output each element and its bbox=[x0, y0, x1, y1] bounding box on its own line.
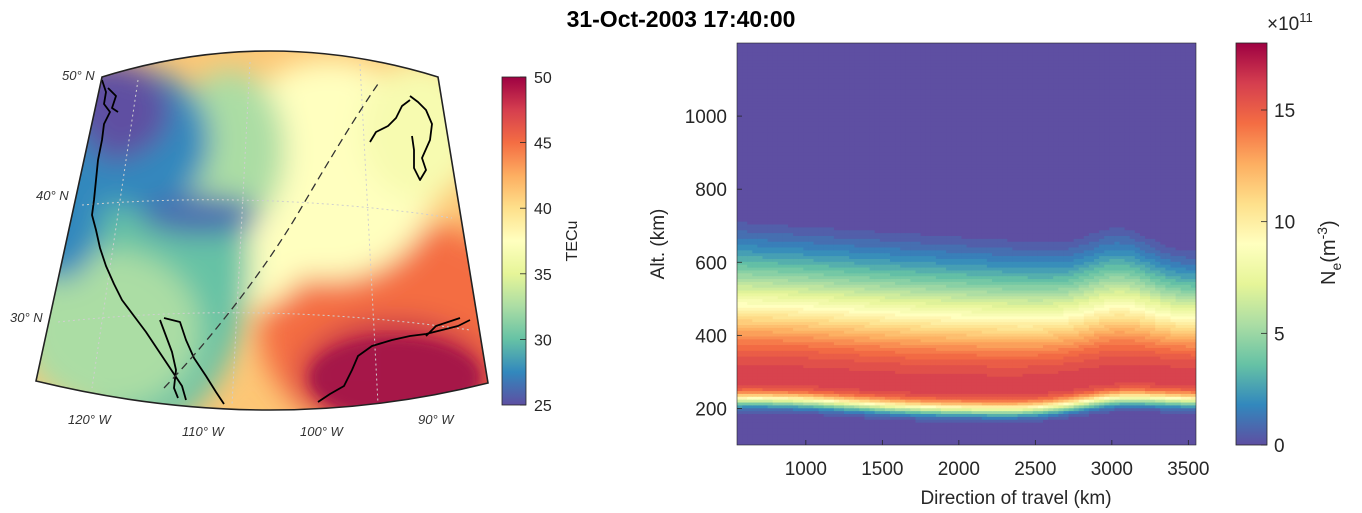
tec-colorbar-tick-label: 40 bbox=[534, 201, 552, 218]
ne-profile-plot bbox=[737, 43, 1196, 445]
x-tick-label: 2000 bbox=[938, 459, 980, 480]
tec-colorbar-tick-label: 35 bbox=[534, 267, 552, 284]
x-tick-label: 3000 bbox=[1091, 459, 1133, 480]
lon-label-90: 90° W bbox=[418, 412, 455, 427]
y-axis-title: Alt. (km) bbox=[648, 209, 669, 280]
tec-colorbar-tick-label: 45 bbox=[534, 136, 552, 153]
map-frame bbox=[35, 50, 489, 411]
x-tick-label: 3500 bbox=[1167, 459, 1209, 480]
ne-colorbar-tick-label: 10 bbox=[1274, 213, 1295, 234]
ne-profile: 1000 1500 2000 2500 3000 35002004006008001000… bbox=[648, 10, 1344, 509]
map-coastlines bbox=[91, 79, 471, 405]
tec-colorbar-gradient bbox=[501, 76, 527, 406]
lat-label-50: 50° N bbox=[62, 68, 95, 83]
tec-colorbar-label: TECu bbox=[564, 221, 581, 262]
tec-colorbar-tick-label: 25 bbox=[534, 398, 552, 415]
ne-colorbar-tick-label: 0 bbox=[1274, 436, 1285, 457]
ne-colorbar-tick-label: 15 bbox=[1274, 101, 1295, 122]
track-line bbox=[163, 83, 379, 389]
lon-label-100: 100° W bbox=[300, 424, 345, 439]
lon-label-120: 120° W bbox=[68, 412, 113, 427]
tec-colorbar: 25 30 35 40 45 50 TECu bbox=[501, 70, 581, 415]
x-tick-label: 1500 bbox=[861, 459, 903, 480]
ne-colorbar-tick-label: 5 bbox=[1274, 324, 1285, 345]
ne-colorbar-gradient bbox=[1235, 42, 1268, 446]
y-tick-label: 200 bbox=[695, 399, 727, 420]
x-tick-label: 2500 bbox=[1014, 459, 1056, 480]
tec-colorbar-tick-label: 30 bbox=[534, 332, 552, 349]
y-tick-label: 400 bbox=[695, 326, 727, 347]
y-tick-label: 800 bbox=[695, 180, 727, 201]
ne-colorbar-label: Ne(m-3) bbox=[1314, 220, 1344, 285]
map-graticule bbox=[57, 61, 471, 406]
ne-colorbar: 0 5 10 15 ×1011 Ne(m-3) bbox=[1235, 10, 1344, 457]
lon-label-110: 110° W bbox=[182, 424, 226, 439]
lat-label-30: 30° N bbox=[10, 310, 43, 325]
tec-map-field bbox=[36, 51, 488, 411]
tec-colorbar-tick-label: 50 bbox=[534, 70, 552, 87]
ne-colorbar-exponent: ×1011 bbox=[1267, 10, 1313, 35]
x-tick-label: 1000 bbox=[785, 459, 827, 480]
figure-title: 31-Oct-2003 17:40:00 bbox=[566, 6, 796, 32]
y-tick-label: 1000 bbox=[685, 107, 727, 128]
y-tick-label: 600 bbox=[695, 253, 727, 274]
x-axis-title: Direction of travel (km) bbox=[920, 488, 1111, 509]
tec-map: 50° N 40° N 30° N 120° W 110° W 100° W 9… bbox=[10, 50, 581, 439]
lat-label-40: 40° N bbox=[36, 188, 69, 203]
